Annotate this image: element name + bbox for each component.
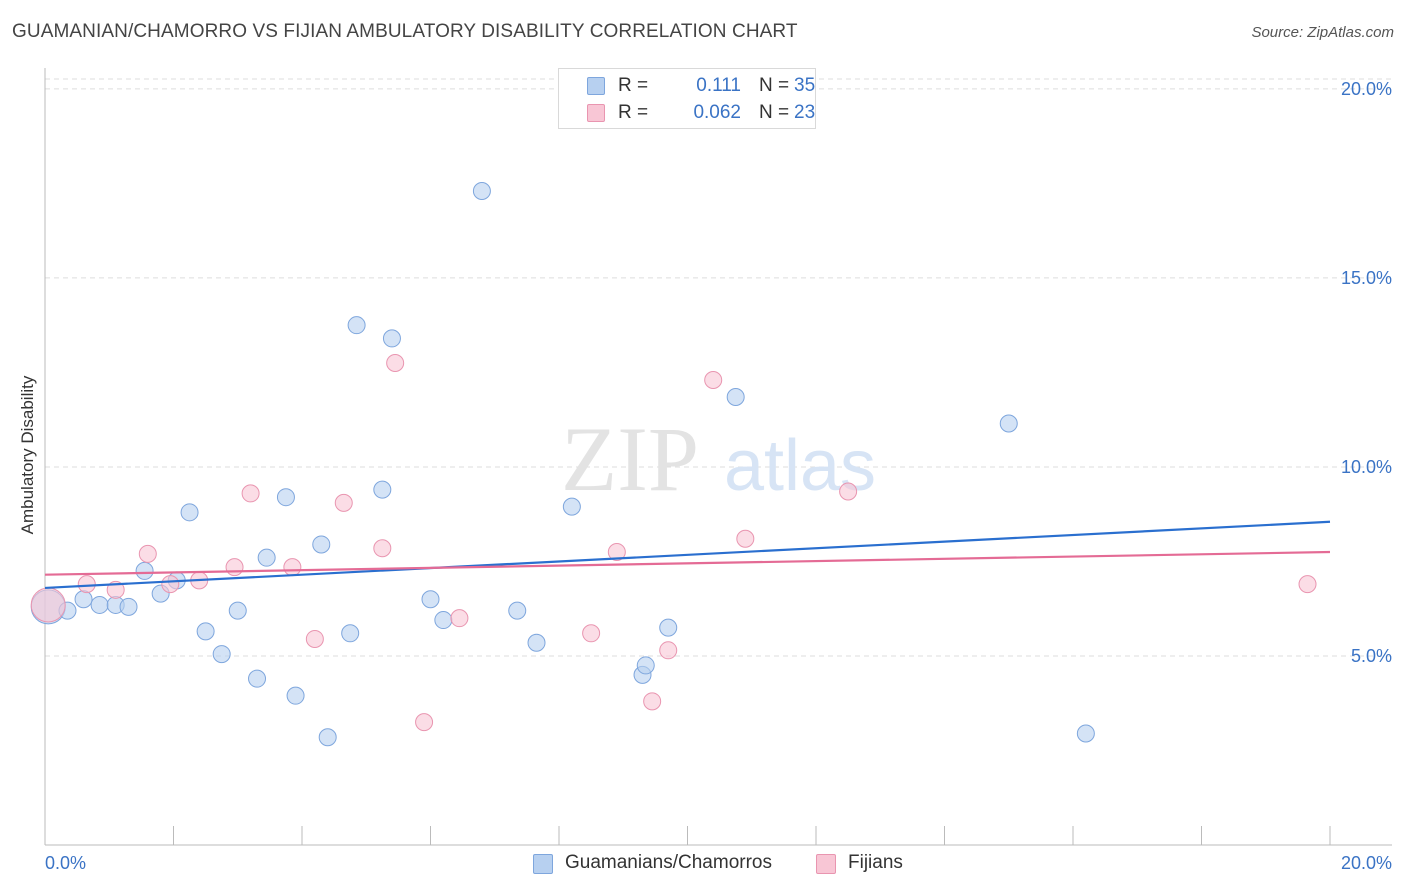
blue-swatch-icon	[587, 77, 605, 95]
fijian-point	[305, 629, 324, 648]
grid-lines	[45, 78, 1392, 657]
guamanian-point	[347, 316, 366, 335]
fijian-point	[241, 484, 260, 503]
watermark: ZIP atlas	[561, 408, 876, 510]
fijian-point	[582, 624, 601, 643]
guamanian-point	[341, 624, 360, 643]
guamanian-point	[527, 633, 546, 652]
fijian-point	[77, 575, 96, 594]
fijian-point	[283, 558, 302, 577]
trend-lines	[44, 520, 1331, 590]
r-value: 0.111	[696, 75, 741, 96]
fijian-point	[607, 543, 626, 562]
guamanian-point	[90, 595, 109, 614]
guamanian-point	[74, 590, 93, 609]
fijian-point	[450, 609, 469, 628]
guamanian-point	[636, 656, 655, 675]
r-value: 0.062	[693, 102, 741, 123]
tick-labels: 5.0% 10.0% 15.0% 20.0% 0.0% 20.0%	[45, 79, 1392, 873]
guamanian-point	[286, 686, 305, 705]
chart-title: GUAMANIAN/CHAMORRO VS FIJIAN AMBULATORY …	[12, 21, 798, 42]
correlation-legend: R = 0.111 N = 35 R = 0.062 N = 23	[558, 68, 816, 129]
fijian-point	[30, 587, 66, 623]
guamanian-point	[119, 597, 138, 616]
watermark-zip: ZIP	[561, 408, 699, 510]
fijian-point	[225, 558, 244, 577]
guamanian-point	[472, 181, 491, 200]
fijian-trend-line	[44, 550, 1331, 576]
data-points	[30, 181, 1317, 747]
guamanian-point	[1076, 724, 1095, 743]
n-value: 23	[794, 102, 816, 123]
y-tick-label: 15.0%	[1341, 268, 1392, 288]
n-value: 35	[794, 75, 816, 96]
guamanian-trend-line	[44, 520, 1331, 590]
source-credit: Source: ZipAtlas.com	[1251, 24, 1394, 41]
guamanian-point	[999, 414, 1018, 433]
y-tick-label: 20.0%	[1341, 79, 1392, 99]
y-tick-label: 5.0%	[1351, 646, 1392, 666]
axes	[44, 68, 1392, 846]
series-legend: Guamanians/Chamorros Fijians	[0, 852, 1406, 878]
fijian-point	[643, 692, 662, 711]
guamanian-point	[562, 497, 581, 516]
guamanian-point	[135, 561, 154, 580]
n-label: N =	[759, 75, 790, 96]
guamanian-point	[434, 611, 453, 630]
fijian-point	[415, 713, 434, 732]
y-tick-label: 10.0%	[1341, 457, 1392, 477]
guamanian-point	[248, 669, 267, 688]
fijian-point	[161, 575, 180, 594]
legend-label: Fijians	[848, 852, 903, 873]
guamanian-point	[276, 488, 295, 507]
x-tick-label: 0.0%	[45, 853, 86, 873]
pink-swatch-icon	[587, 104, 605, 122]
blue-swatch-icon	[533, 854, 553, 874]
guamanian-point	[228, 601, 247, 620]
guamanian-point	[196, 622, 215, 641]
fijian-point	[1298, 575, 1317, 594]
guamanian-point	[508, 601, 527, 620]
fijian-point	[839, 482, 858, 501]
guamanian-point	[212, 645, 231, 664]
fijian-point	[659, 641, 678, 660]
r-label: R =	[618, 75, 649, 96]
fijian-point	[386, 353, 405, 372]
fijian-point	[373, 539, 392, 558]
guamanian-point	[318, 728, 337, 747]
fijian-point	[736, 529, 755, 548]
guamanian-point	[382, 329, 401, 348]
r-label: R =	[618, 102, 649, 123]
guamanian-point	[726, 388, 745, 407]
fijian-point	[334, 493, 353, 512]
guamanian-point	[180, 503, 199, 522]
pink-swatch-icon	[816, 854, 836, 874]
guamanian-point	[373, 480, 392, 499]
fijian-point	[138, 544, 157, 563]
guamanian-point	[421, 590, 440, 609]
n-label: N =	[759, 102, 790, 123]
guamanian-point	[659, 618, 678, 637]
legend-label: Guamanians/Chamorros	[565, 852, 772, 873]
guamanian-point	[257, 548, 276, 567]
fijian-point	[704, 371, 723, 389]
guamanian-point	[312, 535, 331, 554]
x-tick-label: 20.0%	[1341, 853, 1392, 873]
